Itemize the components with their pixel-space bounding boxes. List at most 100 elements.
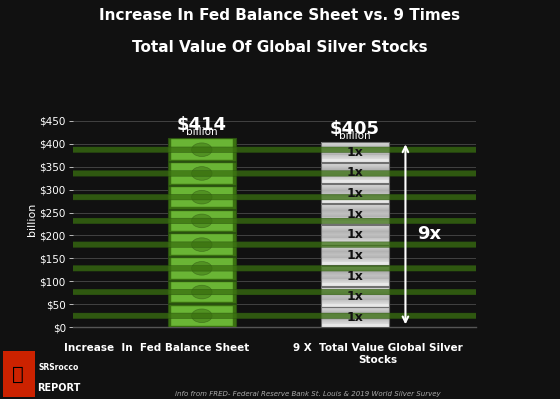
Bar xyxy=(167,257,236,280)
Ellipse shape xyxy=(192,285,212,299)
Bar xyxy=(321,263,389,264)
Bar xyxy=(321,148,389,149)
Bar xyxy=(321,240,389,241)
Bar xyxy=(321,226,389,227)
Bar xyxy=(321,214,389,215)
Bar xyxy=(321,209,389,210)
Bar xyxy=(321,270,389,271)
Bar xyxy=(321,220,389,221)
Bar xyxy=(321,205,389,206)
Bar xyxy=(321,190,389,191)
Bar xyxy=(171,163,232,184)
Bar xyxy=(321,293,389,294)
Text: 1x: 1x xyxy=(347,187,363,200)
Bar xyxy=(321,268,389,269)
Text: 9x: 9x xyxy=(418,225,442,243)
Bar xyxy=(321,292,389,293)
Bar xyxy=(171,211,232,231)
Text: 1x: 1x xyxy=(347,290,363,303)
Bar xyxy=(167,304,236,327)
Circle shape xyxy=(0,194,560,200)
Bar xyxy=(321,325,389,326)
Bar xyxy=(321,207,389,208)
Bar xyxy=(321,164,389,165)
Text: 1x: 1x xyxy=(347,207,363,221)
Text: 1x: 1x xyxy=(347,146,363,159)
Circle shape xyxy=(0,289,560,295)
Bar xyxy=(321,243,389,244)
Bar xyxy=(321,307,389,308)
Bar xyxy=(321,229,389,230)
Bar xyxy=(321,279,389,280)
Bar xyxy=(321,208,389,209)
Bar xyxy=(321,249,389,251)
Circle shape xyxy=(0,242,560,247)
Bar xyxy=(321,177,389,178)
Bar xyxy=(321,157,389,158)
Bar xyxy=(321,294,389,295)
Bar xyxy=(321,179,389,180)
Bar xyxy=(321,225,389,245)
Ellipse shape xyxy=(192,238,212,251)
Ellipse shape xyxy=(192,167,212,180)
Bar xyxy=(321,302,389,304)
Bar xyxy=(321,165,389,166)
Text: SRSrocco: SRSrocco xyxy=(38,363,79,372)
Bar xyxy=(321,176,389,177)
Text: 1x: 1x xyxy=(347,269,363,282)
Circle shape xyxy=(0,218,560,223)
Bar xyxy=(321,291,389,292)
Bar xyxy=(321,204,389,205)
Circle shape xyxy=(0,242,560,247)
Bar xyxy=(321,175,389,176)
Bar xyxy=(321,288,389,289)
Bar xyxy=(321,142,389,162)
Ellipse shape xyxy=(192,309,212,323)
Text: Increase In Fed Balance Sheet vs. 9 Times: Increase In Fed Balance Sheet vs. 9 Time… xyxy=(100,8,460,23)
Bar xyxy=(321,313,389,314)
Bar xyxy=(321,295,389,296)
Bar xyxy=(321,171,389,172)
Bar xyxy=(321,210,389,211)
Bar xyxy=(321,236,389,237)
Bar xyxy=(167,162,236,185)
Circle shape xyxy=(0,266,560,271)
Bar xyxy=(321,145,389,146)
Text: 9 X  Total Value Global Silver
Stocks: 9 X Total Value Global Silver Stocks xyxy=(292,343,463,365)
Bar xyxy=(321,163,389,183)
Bar xyxy=(321,260,389,261)
Bar xyxy=(321,287,389,288)
Bar xyxy=(321,323,389,324)
Bar xyxy=(321,276,389,277)
Bar xyxy=(321,206,389,207)
Bar xyxy=(171,258,232,279)
Bar xyxy=(321,150,389,151)
Bar xyxy=(321,304,389,306)
Bar xyxy=(321,245,389,265)
Bar xyxy=(321,180,389,181)
Text: billion: billion xyxy=(186,127,218,137)
Y-axis label: billion: billion xyxy=(27,203,37,236)
Bar xyxy=(321,202,389,203)
Bar xyxy=(321,178,389,179)
Bar xyxy=(171,306,232,326)
Bar xyxy=(321,182,389,183)
Bar xyxy=(321,278,389,279)
Bar xyxy=(321,314,389,315)
Bar xyxy=(321,232,389,233)
Bar xyxy=(321,212,389,213)
Bar xyxy=(321,269,389,270)
Bar xyxy=(321,166,389,167)
Bar xyxy=(321,266,389,267)
Text: 1x: 1x xyxy=(347,166,363,180)
Bar xyxy=(321,188,389,189)
Bar xyxy=(321,147,389,148)
Circle shape xyxy=(0,218,560,223)
Bar xyxy=(321,146,389,147)
Bar xyxy=(321,253,389,255)
Bar xyxy=(321,235,389,236)
Bar xyxy=(321,201,389,202)
Circle shape xyxy=(0,313,560,318)
Bar xyxy=(167,280,236,304)
Bar xyxy=(321,262,389,263)
